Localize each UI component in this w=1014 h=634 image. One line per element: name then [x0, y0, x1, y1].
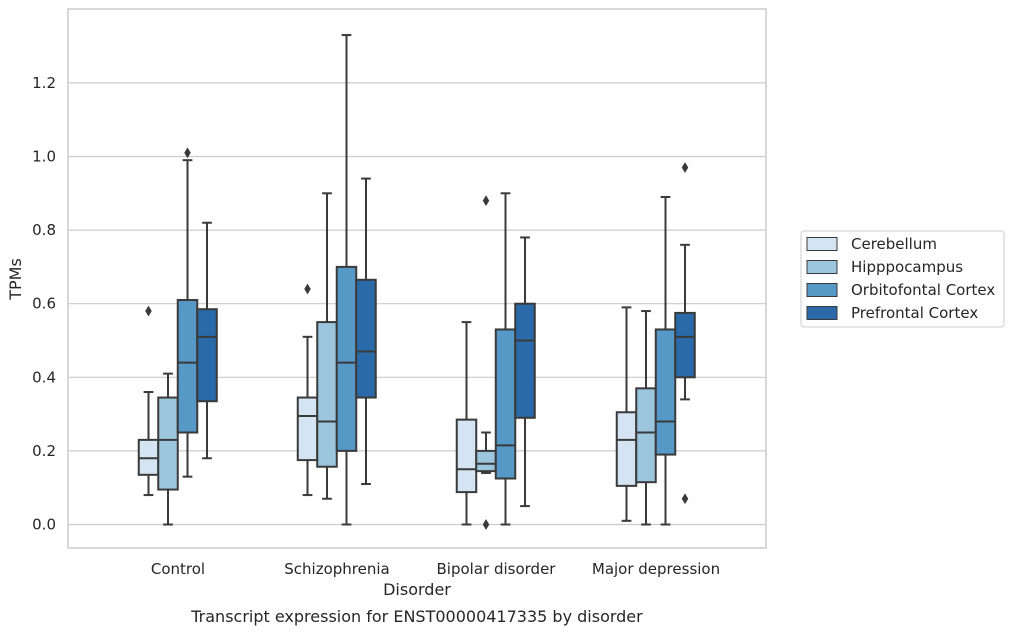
chart-caption: Transcript expression for ENST0000041733…	[190, 607, 643, 626]
box-cerebellum-major-depression	[615, 306, 638, 522]
box-iqr	[494, 328, 517, 480]
x-axis-ticks: Control Schizophrenia Bipolar disorder Majo…	[151, 560, 720, 578]
legend-label: Hipppocampus	[851, 258, 963, 276]
box-iqr	[316, 321, 338, 468]
box-iqr	[157, 396, 179, 491]
outlier-point	[681, 162, 689, 174]
box-iqr	[355, 278, 377, 399]
box-hipppocampus-control	[157, 372, 179, 526]
box-prefrontal-cortex-bipolar-disorder	[514, 236, 536, 508]
y-tick-label: 0.4	[32, 368, 56, 386]
legend-frame	[800, 230, 1005, 328]
x-axis-label: Disorder	[383, 580, 451, 599]
box-iqr	[635, 387, 657, 484]
box-orbitofontal-cortex-major-depression	[654, 195, 677, 526]
box-iqr	[514, 302, 536, 419]
box-cerebellum-schizophrenia	[296, 283, 319, 497]
plot-area-frame	[67, 8, 767, 549]
y-tick-label: 1.0	[32, 148, 56, 166]
x-tick-label: Bipolar disorder	[437, 560, 557, 578]
outlier-point	[681, 493, 689, 505]
box-hipppocampus-schizophrenia	[316, 192, 338, 500]
x-tick-label: Major depression	[592, 560, 720, 578]
outlier-point	[482, 195, 490, 207]
box-iqr	[196, 308, 218, 403]
y-tick-label: 0.0	[32, 516, 56, 534]
legend-swatch	[806, 260, 838, 274]
legend: Cerebellum Hipppocampus Orbitofontal Corte…	[800, 230, 1005, 328]
box-orbitofontal-cortex-schizophrenia	[335, 34, 358, 526]
y-tick-label: 0.8	[32, 221, 56, 239]
outlier-point	[482, 519, 490, 530]
legend-swatch	[806, 237, 838, 251]
outlier-point	[184, 147, 191, 159]
box-prefrontal-cortex-major-depression	[674, 162, 696, 505]
y-axis-label: TPMs	[6, 258, 25, 301]
outlier-point	[304, 283, 311, 295]
box-hipppocampus-major-depression	[635, 310, 657, 526]
legend-label: Cerebellum	[851, 235, 937, 253]
box-iqr	[296, 396, 319, 462]
box-iqr	[455, 418, 478, 494]
box-iqr	[335, 265, 358, 452]
x-tick-label: Schizophrenia	[284, 560, 389, 578]
y-tick-label: 1.2	[32, 74, 56, 92]
box-plot-marks	[137, 34, 696, 530]
y-tick-label: 0.6	[32, 295, 56, 313]
box-iqr	[475, 449, 497, 473]
legend-label: Orbitofontal Cortex	[851, 281, 995, 299]
outlier-point	[145, 305, 152, 317]
box-orbitofontal-cortex-control	[176, 147, 199, 478]
box-iqr	[615, 411, 638, 487]
box-cerebellum-bipolar-disorder	[455, 321, 478, 526]
box-iqr	[176, 299, 199, 434]
box-cerebellum-control	[137, 305, 160, 497]
box-iqr	[674, 311, 696, 379]
box-iqr	[654, 328, 677, 456]
box-prefrontal-cortex-schizophrenia	[355, 177, 377, 486]
legend-swatch	[806, 283, 838, 297]
box-orbitofontal-cortex-bipolar-disorder	[494, 192, 517, 526]
legend-swatch	[806, 306, 838, 320]
y-tick-label: 0.2	[32, 442, 56, 460]
legend-label: Prefrontal Cortex	[851, 304, 978, 322]
y-axis-ticks: 0.0 0.2 0.4 0.6 0.8 1.0 1.2	[32, 74, 56, 534]
box-hipppocampus-bipolar-disorder	[475, 195, 497, 530]
x-tick-label: Control	[151, 560, 205, 578]
box-prefrontal-cortex-control	[196, 221, 218, 460]
